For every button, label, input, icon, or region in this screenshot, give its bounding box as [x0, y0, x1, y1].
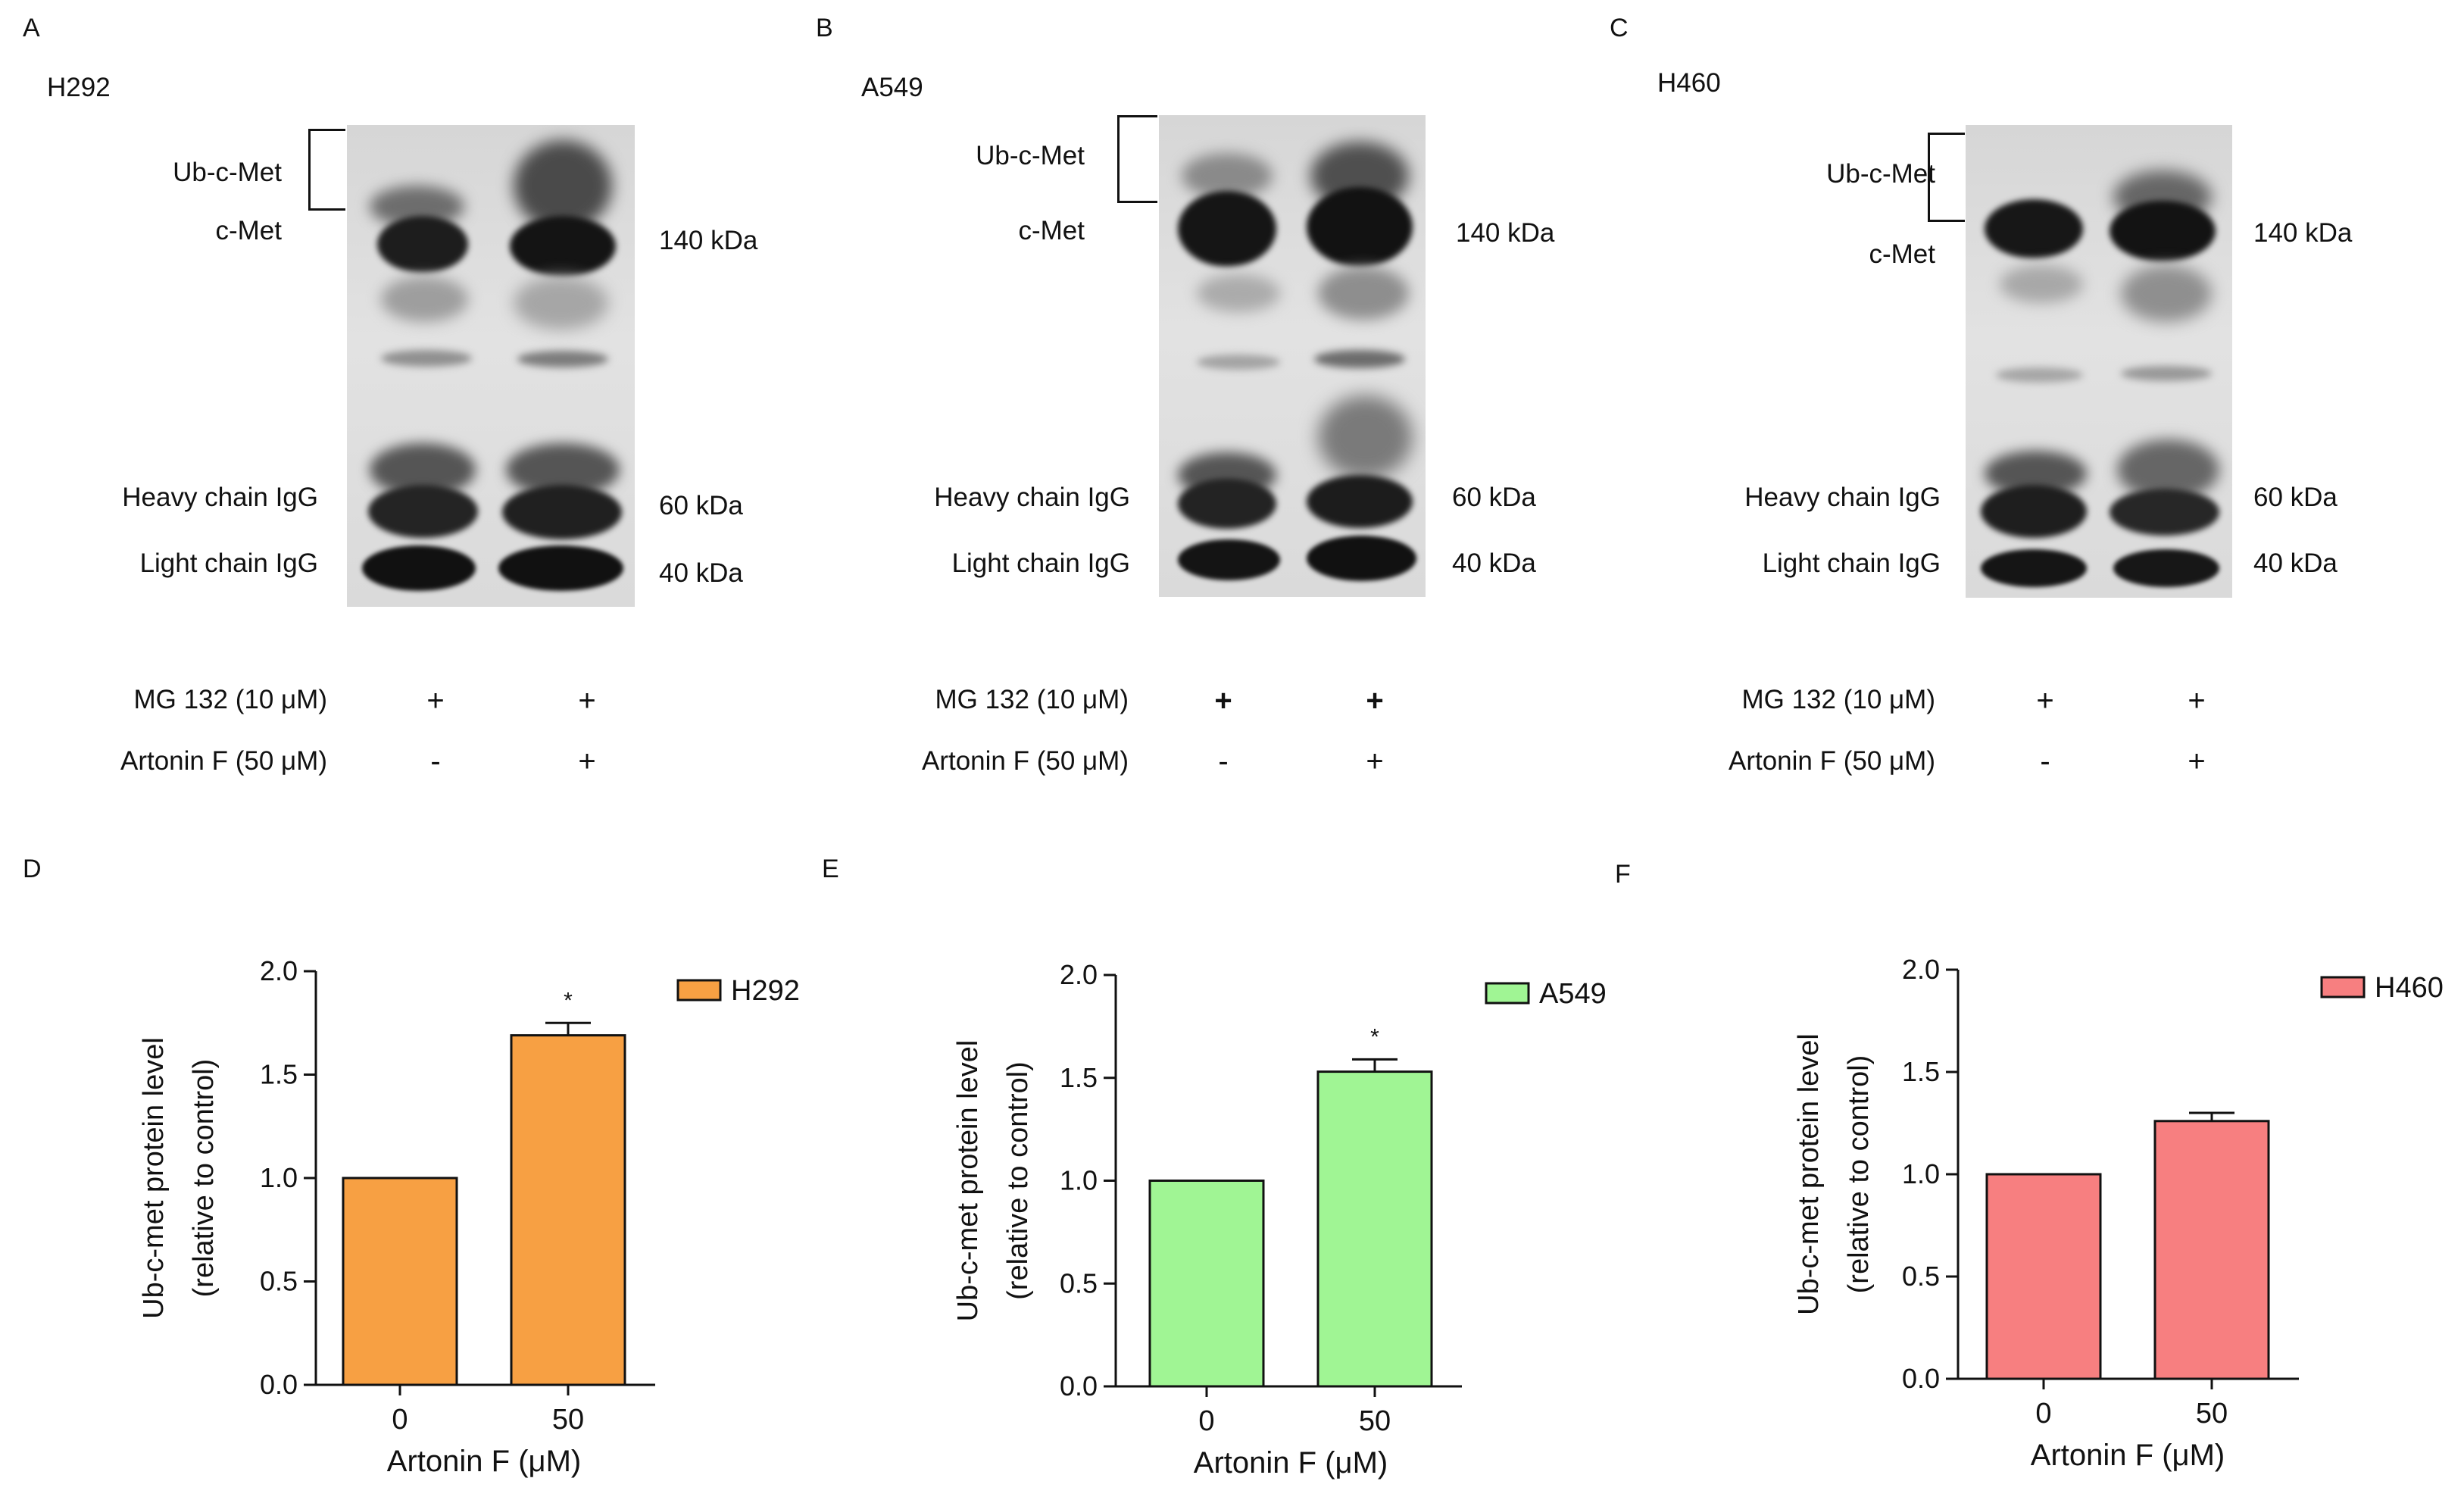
y-axis-label: (relative to control) — [1002, 1061, 1034, 1300]
legend-label: H292 — [731, 975, 800, 1007]
x-tick-label: 0 — [392, 1404, 408, 1436]
y-tick-label: 0.0 — [1060, 1370, 1098, 1402]
marker-140-kda: 140 kDa — [1456, 218, 1555, 248]
treatment-label: MG 132 (10 μM) — [1741, 685, 1935, 714]
treatment-label: Artonin F (50 μM) — [1728, 746, 1935, 776]
x-tick-label: 50 — [552, 1404, 584, 1436]
bar — [1985, 1173, 2102, 1380]
y-axis-label: (relative to control) — [188, 1059, 220, 1298]
y-tick-label: 1.0 — [1902, 1158, 1940, 1189]
panel-letter-e: E — [822, 855, 839, 883]
x-axis-label: Artonin F (μM) — [387, 1445, 581, 1478]
lane-sign: + — [2188, 745, 2206, 778]
lane-sign: + — [1366, 745, 1384, 778]
marker-60-kda: 60 kDa — [2253, 483, 2338, 512]
western-blot-image — [1966, 125, 2232, 598]
marker-40-kda: 40 kDa — [1452, 548, 1536, 578]
y-tick-label: 1.5 — [1060, 1062, 1098, 1093]
light-chain-label: Light chain IgG — [139, 548, 318, 578]
treatment-label: Artonin F (50 μM) — [921, 746, 1129, 776]
y-tick-label: 2.0 — [1060, 959, 1098, 990]
y-tick-label: 0.5 — [1902, 1261, 1940, 1292]
y-tick-label: 1.5 — [260, 1059, 298, 1090]
legend-swatch — [2320, 976, 2366, 998]
heavy-chain-label: Heavy chain IgG — [122, 483, 318, 512]
y-tick-label: 1.0 — [1060, 1165, 1098, 1196]
lane-sign: + — [578, 684, 596, 717]
ub-c-met-label: Ub-c-Met — [1826, 159, 1935, 189]
ub-c-met-label: Ub-c-Met — [173, 158, 282, 187]
y-tick-label: 2.0 — [1902, 954, 1940, 985]
y-tick-label: 0.5 — [1060, 1267, 1098, 1298]
c-met-label: c-Met — [1018, 216, 1085, 245]
marker-60-kda: 60 kDa — [1452, 483, 1536, 512]
treatment-label: MG 132 (10 μM) — [133, 685, 327, 714]
bar — [1148, 1180, 1265, 1388]
y-tick-label: 0.0 — [260, 1369, 298, 1400]
x-tick-label: 50 — [1359, 1405, 1391, 1437]
panel-letter-c: C — [1610, 14, 1629, 42]
y-axis-label: Ub-c-met protein level — [138, 1037, 170, 1319]
ubiquitin-bracket — [1928, 133, 1965, 222]
bar — [510, 1034, 626, 1386]
legend-label: A549 — [1539, 978, 1607, 1010]
y-axis-label: Ub-c-met protein level — [1793, 1033, 1825, 1315]
lane-sign: + — [1366, 684, 1384, 717]
x-tick-label: 0 — [1198, 1405, 1214, 1437]
lane-sign: + — [1214, 684, 1232, 717]
ubiquitin-bracket — [1117, 115, 1157, 203]
x-axis-label: Artonin F (μM) — [2031, 1439, 2225, 1472]
marker-140-kda: 140 kDa — [2253, 218, 2353, 248]
marker-140-kda: 140 kDa — [659, 226, 758, 255]
y-tick-label: 0.5 — [260, 1266, 298, 1297]
panel-letter-a: A — [23, 14, 40, 42]
bar — [1316, 1070, 1433, 1388]
western-blot-image — [1159, 115, 1426, 597]
c-met-label: c-Met — [1869, 239, 1936, 269]
legend-swatch — [676, 979, 722, 1002]
y-axis-label: (relative to control) — [1843, 1055, 1875, 1294]
heavy-chain-label: Heavy chain IgG — [934, 483, 1130, 512]
western-blot-image — [347, 125, 635, 607]
c-met-label: c-Met — [215, 216, 283, 245]
significance-marker: * — [1370, 1024, 1379, 1049]
heavy-chain-label: Heavy chain IgG — [1744, 483, 1941, 512]
lane-sign: + — [2036, 684, 2054, 717]
treatment-label: Artonin F (50 μM) — [120, 746, 327, 776]
ub-c-met-label: Ub-c-Met — [976, 141, 1085, 170]
y-axis-label: Ub-c-met protein level — [952, 1040, 984, 1322]
y-tick-label: 0.0 — [1902, 1363, 1940, 1394]
panel-letter-d: D — [23, 855, 42, 883]
x-tick-label: 50 — [2196, 1398, 2228, 1430]
x-axis-label: Artonin F (μM) — [1194, 1446, 1388, 1480]
cell-line-title: H460 — [1657, 68, 1721, 98]
bar — [2153, 1120, 2270, 1380]
significance-marker: * — [564, 988, 573, 1013]
lane-sign: - — [2040, 745, 2050, 778]
treatment-label: MG 132 (10 μM) — [935, 685, 1129, 714]
lane-sign: - — [1218, 745, 1229, 778]
marker-60-kda: 60 kDa — [659, 491, 743, 520]
cell-line-title: H292 — [47, 73, 111, 102]
legend-swatch — [1485, 982, 1530, 1005]
legend-label: H460 — [2375, 972, 2444, 1004]
ubiquitin-bracket — [308, 129, 345, 211]
lane-sign: + — [2188, 684, 2206, 717]
y-tick-label: 2.0 — [260, 955, 298, 986]
marker-40-kda: 40 kDa — [2253, 548, 2338, 578]
panel-letter-b: B — [816, 14, 833, 42]
marker-40-kda: 40 kDa — [659, 558, 743, 588]
y-tick-label: 1.5 — [1902, 1056, 1940, 1087]
lane-sign: - — [430, 745, 441, 778]
light-chain-label: Light chain IgG — [951, 548, 1130, 578]
bar — [342, 1177, 458, 1386]
lane-sign: + — [578, 745, 596, 778]
cell-line-title: A549 — [861, 73, 923, 102]
y-tick-label: 1.0 — [260, 1162, 298, 1193]
lane-sign: + — [426, 684, 445, 717]
x-tick-label: 0 — [2035, 1398, 2051, 1430]
light-chain-label: Light chain IgG — [1762, 548, 1941, 578]
panel-letter-f: F — [1615, 860, 1631, 889]
